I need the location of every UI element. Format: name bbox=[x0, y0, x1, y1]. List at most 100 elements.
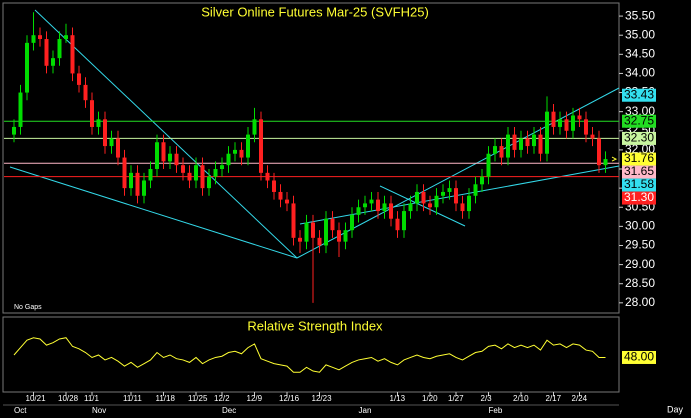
price-label: 31.58 bbox=[624, 177, 654, 191]
candle-body bbox=[376, 199, 380, 212]
candle-body bbox=[363, 203, 367, 208]
candle-body bbox=[447, 188, 452, 192]
candle-body bbox=[168, 153, 172, 162]
rsi-label-box bbox=[622, 350, 656, 364]
candle-body bbox=[408, 203, 413, 212]
y-tick-label: 35.00 bbox=[625, 27, 655, 41]
x-tick-label: 12/16 bbox=[279, 394, 300, 403]
rsi-panel bbox=[2, 316, 620, 393]
candle-body bbox=[499, 146, 504, 158]
candle-body bbox=[415, 191, 419, 204]
y-tick-label: 33.00 bbox=[625, 104, 655, 118]
y-tick-label: 28.50 bbox=[625, 276, 655, 290]
candle-body bbox=[532, 134, 536, 147]
candle-body bbox=[207, 176, 211, 189]
candle-body bbox=[18, 92, 23, 127]
candle-body bbox=[239, 149, 244, 158]
price-label: 31.30 bbox=[624, 190, 654, 204]
candle-body bbox=[473, 184, 478, 196]
candle-body bbox=[90, 100, 94, 127]
mode-label: No Gaps bbox=[14, 304, 42, 311]
trendline bbox=[34, 9, 298, 259]
x-tick-label: 10/21 bbox=[26, 394, 47, 403]
price-label: 31.76 bbox=[624, 151, 654, 165]
price-label-box bbox=[622, 178, 656, 192]
price-label-box bbox=[622, 152, 656, 166]
month-label: Nov bbox=[92, 406, 106, 415]
price-label-box bbox=[622, 165, 656, 179]
candle-body bbox=[343, 230, 348, 242]
candle-body bbox=[246, 134, 250, 158]
candle-body bbox=[187, 172, 192, 181]
candle-body bbox=[441, 191, 445, 196]
trendline bbox=[9, 166, 298, 259]
candle-body bbox=[64, 35, 68, 40]
candle-body bbox=[519, 138, 523, 150]
rsi-title: Relative Strength Index bbox=[247, 318, 383, 333]
last-price-arrow bbox=[611, 156, 618, 162]
candle-body bbox=[44, 39, 49, 66]
rsi-label: 48.00 bbox=[624, 350, 654, 364]
candle-body bbox=[103, 119, 107, 147]
candle-body bbox=[161, 142, 166, 162]
candle-body bbox=[109, 138, 114, 147]
candle-body bbox=[252, 119, 257, 135]
candle-body bbox=[304, 222, 309, 242]
candle-body bbox=[389, 203, 393, 219]
candle-body bbox=[564, 119, 569, 131]
candle-body bbox=[272, 180, 276, 192]
y-tick-label: 28.00 bbox=[625, 295, 655, 309]
candle-body bbox=[181, 165, 185, 173]
chart-title: Silver Online Futures Mar-25 (SVFH25) bbox=[201, 4, 429, 19]
x-tick-label: 2/10 bbox=[513, 394, 529, 403]
candle-body bbox=[226, 153, 231, 166]
price-label-box bbox=[622, 191, 656, 205]
x-tick-label: 2/17 bbox=[546, 394, 562, 403]
candle-body bbox=[317, 237, 322, 246]
y-tick-label: 29.00 bbox=[625, 257, 655, 271]
candle-body bbox=[200, 165, 205, 189]
candle-body bbox=[259, 119, 263, 173]
candle-body bbox=[512, 134, 517, 150]
candle-body bbox=[25, 42, 29, 93]
candle-body bbox=[148, 169, 153, 181]
candle-body bbox=[538, 134, 543, 154]
x-tick-label: 12/9 bbox=[247, 394, 263, 403]
x-tick-label: 10/28 bbox=[58, 394, 79, 403]
y-tick-label: 29.50 bbox=[625, 238, 655, 252]
candle-body bbox=[545, 111, 549, 154]
candle-body bbox=[298, 237, 302, 242]
price-label-box bbox=[622, 131, 656, 145]
candle-body bbox=[324, 218, 328, 246]
candle-body bbox=[57, 39, 62, 59]
x-tick-label: 2/3 bbox=[481, 394, 493, 403]
x-tick-label: 2/24 bbox=[572, 394, 588, 403]
y-tick-label: 32.00 bbox=[625, 142, 655, 156]
month-label: Oct bbox=[14, 406, 27, 415]
candle-body bbox=[155, 142, 159, 170]
candle-body bbox=[382, 203, 387, 212]
candle-body bbox=[577, 115, 582, 120]
candle-body bbox=[278, 191, 283, 200]
candle-body bbox=[480, 176, 484, 185]
candle-body bbox=[402, 211, 406, 231]
x-tick-label: 12/2 bbox=[214, 394, 230, 403]
candle-body bbox=[142, 180, 146, 196]
candle-body bbox=[31, 35, 36, 43]
price-label: 33.43 bbox=[624, 87, 654, 101]
candle-body bbox=[584, 119, 588, 135]
y-tick-label: 34.00 bbox=[625, 66, 655, 80]
candle-body bbox=[77, 73, 81, 85]
x-tick-label: 11/25 bbox=[188, 394, 208, 403]
candle-body bbox=[356, 207, 361, 215]
candle-body bbox=[311, 222, 315, 238]
month-label: Jan bbox=[359, 406, 372, 415]
candle-body bbox=[70, 35, 75, 74]
candle-body bbox=[330, 218, 335, 231]
candle-body bbox=[213, 169, 218, 177]
candle-body bbox=[194, 165, 198, 181]
month-label: Feb bbox=[489, 406, 503, 415]
price-label-box bbox=[622, 114, 656, 128]
